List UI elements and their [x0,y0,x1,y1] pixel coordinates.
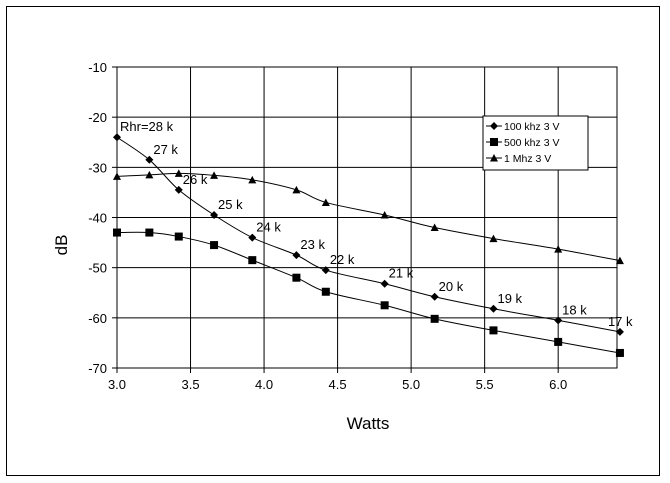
tick-labels: -10 -20 -30 -40 -50 -60 -703.0 3.5 4.0 4.5 5.0 5.5 6… [88,60,567,392]
resistance-label: 22 k [330,252,355,267]
data-point [174,232,183,241]
data-point [248,175,257,184]
data-point [248,256,257,265]
y-tick-label: -30 [88,160,107,175]
legend-marker [490,138,498,146]
legend-label: 1 Mhz 3 V [504,153,551,165]
data-point [321,266,330,275]
series-diamond [113,133,624,336]
x-tick-label: 3.5 [181,377,199,392]
resistance-label: 21 k [389,266,414,281]
data-point [210,241,219,250]
y-tick-label: -40 [88,211,107,226]
resistance-label: 17 k [608,314,633,329]
data-point [174,169,183,177]
x-axis-label: Watts [347,414,390,433]
data-point [113,133,121,142]
series-square [113,228,624,357]
data-point [210,210,219,219]
data-point [489,304,498,313]
resistance-label: 20 k [439,279,464,294]
grid [116,66,617,369]
legend-box [482,115,589,171]
data-point [554,245,563,253]
legend-marker [490,154,498,162]
data-point [113,172,121,180]
y-tick-label: -50 [88,261,107,276]
resistance-label: 25 k [218,197,243,212]
data-point [430,223,439,232]
data-point [489,326,498,335]
data-point [292,251,301,260]
chart-frame [6,6,660,476]
data-point [145,228,154,237]
y-tick-label: -70 [88,361,107,376]
series-line [116,231,621,354]
data-point [248,233,257,242]
data-point [113,228,121,237]
series-triangle [113,169,624,265]
data-point [430,314,439,323]
data-point [554,316,563,325]
resistance-label: 23 k [300,237,325,252]
annotations: Rhr=28 k 27 k 26 k 25 k 24 k 23 k 22 k 21 k 20 k… [120,119,633,329]
data-point [174,185,183,194]
data-point [145,155,154,164]
legend-marker [490,122,498,130]
x-tick-label: 4.5 [329,377,347,392]
x-tick-label: 5.0 [402,377,420,392]
data-point [292,273,301,282]
y-tick-label: -10 [88,60,107,75]
data-point [615,327,624,336]
axes [112,66,618,373]
series-layer [113,133,624,357]
data-point [380,279,389,288]
resistance-label: 26 k [183,172,208,187]
data-point [145,170,154,179]
resistance-label: 19 k [497,291,522,306]
data-point [210,171,219,179]
data-point [615,256,624,265]
data-point [430,292,439,301]
legend-label: 100 khz 3 V [504,121,559,133]
data-point [321,287,330,296]
resistance-label: Rhr=28 k [120,119,174,134]
x-tick-label: 3.0 [108,377,126,392]
resistance-label: 24 k [256,220,281,235]
x-tick-label: 4.0 [255,377,273,392]
y-tick-label: -20 [88,110,107,125]
legend: 100 khz 3 V 500 khz 3 V 1 Mhz 3 V [482,115,589,171]
data-point [489,234,498,243]
legend-label: 500 khz 3 V [504,137,559,149]
x-tick-label: 5.5 [476,377,494,392]
data-point [615,348,624,357]
y-axis-label: dB [52,235,71,256]
x-tick-label: 6.0 [549,377,567,392]
data-point [292,185,301,194]
resistance-label: 18 k [562,302,587,317]
data-point [380,210,389,219]
data-point [321,198,330,206]
resistance-label: 27 k [153,142,178,157]
y-tick-label: -60 [88,311,107,326]
data-point [380,301,389,310]
data-point [554,337,563,346]
